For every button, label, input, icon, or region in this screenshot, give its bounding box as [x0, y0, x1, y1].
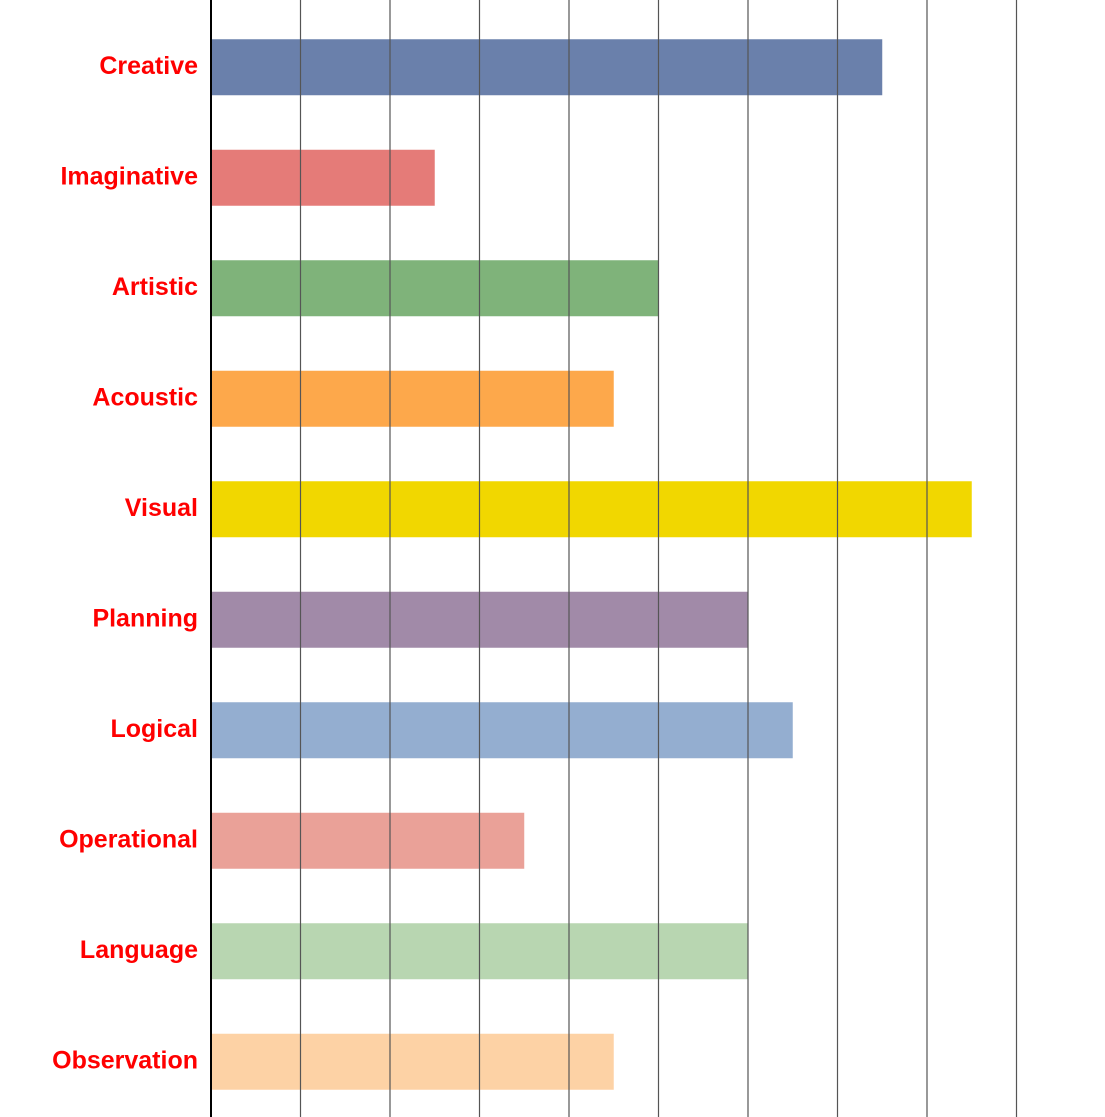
y-tick-label: Imaginative [60, 162, 198, 190]
y-tick-label: Artistic [112, 273, 198, 301]
y-tick-label: Language [80, 936, 198, 964]
bar [211, 39, 883, 96]
y-tick-label: Acoustic [92, 383, 198, 411]
y-tick-label: Logical [110, 715, 198, 743]
bar [211, 702, 793, 759]
y-tick-label: Observation [52, 1046, 198, 1074]
bar [211, 370, 614, 427]
bar [211, 481, 972, 538]
bar [211, 1033, 614, 1090]
y-tick-label: Planning [92, 604, 198, 632]
bar [211, 812, 525, 869]
bar [211, 260, 659, 317]
y-tick-label: Operational [59, 825, 198, 853]
y-tick-label: Visual [125, 494, 198, 522]
bar [211, 149, 435, 206]
y-tick-label: Creative [99, 52, 198, 80]
